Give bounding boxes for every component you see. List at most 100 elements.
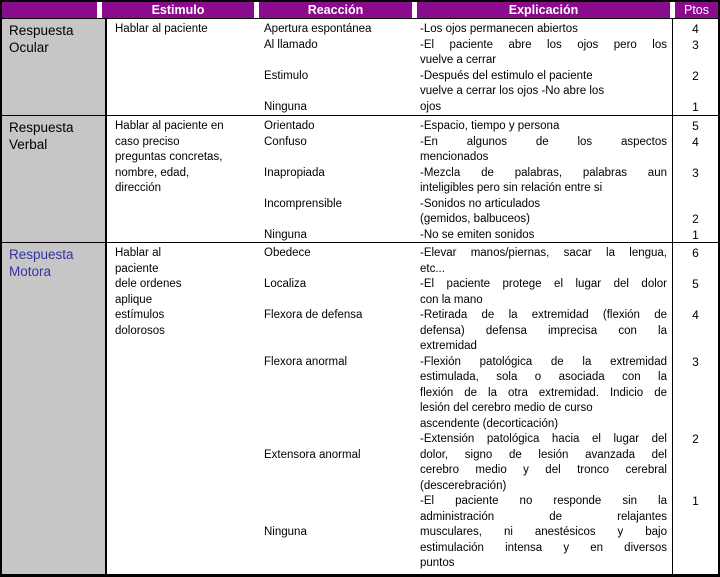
explicacion-line: mencionados xyxy=(420,151,489,163)
reaccion-line: Confuso xyxy=(264,135,307,148)
reaccion-cell-verbal: Orientado Confuso Inapropiada Incomprensi… xyxy=(259,116,415,242)
explicacion-line: puntos xyxy=(420,557,455,569)
ptos-value: 2 xyxy=(692,68,699,83)
explicacion-line: -Extensión patológica hacia el lugar del xyxy=(420,433,667,445)
reaccion-line: Ninguna xyxy=(264,100,307,113)
estimulo-line: Hablar al xyxy=(115,247,162,259)
explicacion-line: estimulada, sola o asociada con la xyxy=(420,371,667,383)
reaccion-line xyxy=(264,432,411,448)
explicacion-line: (gemidos, balbuceos) xyxy=(420,213,530,225)
explicacion-line: -Después del estimulo el paciente xyxy=(420,69,593,82)
ptos-value: 4 xyxy=(692,308,699,322)
reaccion-line xyxy=(264,541,411,557)
ptos-value: 5 xyxy=(692,277,699,291)
ptos-value xyxy=(673,293,718,309)
explicacion-cell-motora: -Elevar manos/piernas, sacar la lengua, e… xyxy=(415,243,672,574)
reaccion-line: Incomprensible xyxy=(264,197,342,210)
table-body: Respuesta Ocular Hablar al paciente Apertu… xyxy=(2,19,718,574)
estimulo-line: aplique xyxy=(115,293,153,306)
explicacion-line: musculares, ni anestésicos y bajo xyxy=(420,526,667,538)
ptos-value xyxy=(673,417,718,433)
explicacion-cell-ocular: -Los ojos permanecen abiertos -El pacient… xyxy=(415,19,672,115)
reaccion-line xyxy=(264,324,411,340)
ptos-value: 5 xyxy=(692,119,699,133)
header-cell-explicacion: Explicación xyxy=(417,2,670,18)
reaccion-cell-motora: Obedece Localiza Flexora de defensa Flex… xyxy=(259,243,415,574)
ptos-value: 2 xyxy=(692,212,699,226)
reaccion-line xyxy=(264,510,411,526)
reaccion-line xyxy=(264,212,411,228)
header-cell-reaccion: Reacción xyxy=(259,2,412,18)
reaccion-line: Apertura espontánea xyxy=(264,23,372,35)
estimulo-line: dele ordenes xyxy=(115,278,182,290)
ptos-value xyxy=(673,262,718,278)
ptos-value xyxy=(673,463,718,479)
reaccion-line: Estimulo xyxy=(264,69,309,82)
ptos-value xyxy=(673,324,718,340)
explicacion-line: ascendente (decorticación) xyxy=(420,417,559,430)
estimulo-line: caso preciso xyxy=(115,135,180,148)
ptos-value: 1 xyxy=(692,227,699,242)
explicacion-line: ojos xyxy=(420,100,442,113)
estimulo-cell-ocular: Hablar al paciente xyxy=(107,19,259,115)
explicacion-line: -Los ojos permanecen abiertos xyxy=(420,23,578,35)
estimulo-line: dirección xyxy=(115,182,162,194)
explicacion-line: -En algunos de los aspectos xyxy=(420,135,667,148)
reaccion-line: Orientado xyxy=(264,120,315,132)
section-ocular: Respuesta Ocular Hablar al paciente Apertu… xyxy=(2,19,718,116)
estimulo-line: nombre, edad, xyxy=(115,166,190,179)
reaccion-line xyxy=(264,150,411,166)
explicacion-line: -El paciente no responde sin la xyxy=(420,495,667,507)
reaccion-line xyxy=(264,339,411,355)
reaccion-line xyxy=(264,494,411,510)
ptos-value: 3 xyxy=(692,165,699,180)
header-cell-blank xyxy=(2,2,97,18)
ptos-value: 4 xyxy=(692,134,699,149)
reaccion-line xyxy=(264,53,411,69)
header-cell-ptos: Ptos xyxy=(675,2,718,18)
ptos-value xyxy=(673,386,718,402)
ptos-value xyxy=(673,525,718,541)
reaccion-line xyxy=(264,556,411,572)
reaccion-line xyxy=(264,401,411,417)
explicacion-line: -Sonidos no articulados xyxy=(420,197,541,210)
reaccion-line: Ninguna xyxy=(264,228,307,241)
reaccion-cell-ocular: Apertura espontánea Al llamado Estimulo N… xyxy=(259,19,415,115)
explicacion-line: -El paciente abre los ojos pero los xyxy=(420,38,667,51)
reaccion-line xyxy=(264,84,411,100)
explicacion-line: con la mano xyxy=(420,293,483,306)
explicacion-line: lesión del cerebro medio de curso xyxy=(420,402,593,414)
reaccion-line: Al llamado xyxy=(264,38,318,51)
explicacion-cell-verbal: -Espacio, tiempo y persona -En algunos de… xyxy=(415,116,672,242)
ptos-value xyxy=(673,479,718,495)
estimulo-line: dolorosos xyxy=(115,324,165,337)
estimulo-line: paciente xyxy=(115,262,159,275)
ptos-value xyxy=(673,181,718,197)
ptos-value xyxy=(673,150,718,166)
estimulo-line: estímulos xyxy=(115,309,165,321)
reaccion-line: Localiza xyxy=(264,278,307,290)
reaccion-line: Obedece xyxy=(264,247,311,259)
estimulo-line: Hablar al paciente xyxy=(115,23,208,35)
reaccion-line: Ninguna xyxy=(264,526,307,538)
reaccion-line: Inapropiada xyxy=(264,166,325,179)
explicacion-line: vuelve a cerrar xyxy=(420,54,497,66)
section-motora: Respuesta Motora Hablar al paciente dele or… xyxy=(2,243,718,574)
estimulo-line: preguntas concretas, xyxy=(115,151,223,163)
reaccion-line xyxy=(264,181,411,197)
reaccion-line xyxy=(264,370,411,386)
ptos-value: 3 xyxy=(692,37,699,52)
explicacion-line: -No se emiten sonidos xyxy=(420,228,535,241)
section-label-ocular: Respuesta Ocular xyxy=(2,19,107,115)
ptos-value xyxy=(673,541,718,557)
section-label-verbal: Respuesta Verbal xyxy=(2,116,107,242)
explicacion-line: -Elevar manos/piernas, sacar la lengua, xyxy=(420,247,667,259)
ptos-value xyxy=(673,197,718,213)
reaccion-line: Flexora anormal xyxy=(264,355,348,368)
header-cell-estimulo: Estimulo xyxy=(102,2,254,18)
ptos-value xyxy=(673,53,718,69)
reaccion-line: Flexora de defensa xyxy=(264,309,363,321)
ptos-value xyxy=(673,339,718,355)
